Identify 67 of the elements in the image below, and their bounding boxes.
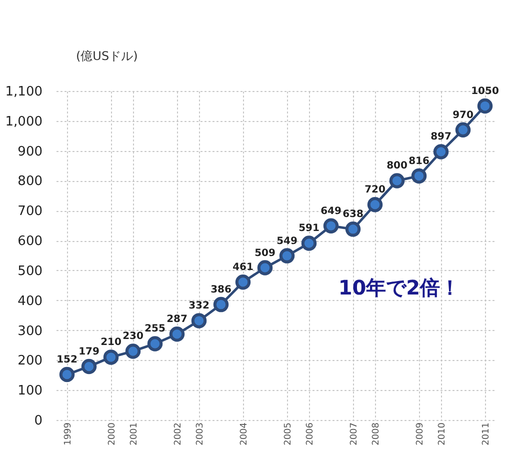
point [279,248,295,264]
x-tick-label: 2011 [482,422,492,446]
data-label: 509 [254,248,276,259]
x-tick-label: 2008 [372,422,382,446]
x-tick-label: 2009 [416,422,426,446]
annotation: 10年で2倍！ [338,275,460,300]
data-label: 897 [430,132,452,143]
point [147,336,163,352]
y-tick-label: 1,100 [5,84,42,100]
y-tick-label: 0 [34,414,42,428]
point [455,122,471,138]
point [345,222,361,237]
data-label: 649 [320,206,342,217]
data-label: 287 [166,314,188,326]
point [125,344,141,359]
point [257,260,273,276]
point [191,313,207,328]
data-label: 461 [232,262,254,274]
data-label: 816 [408,156,430,167]
point [367,197,383,212]
x-tick-label: 2004 [240,422,250,446]
data-label: 255 [144,324,166,335]
point [411,168,427,184]
point [477,98,493,114]
data-label: 720 [364,184,386,196]
point [323,218,339,234]
data-label: 210 [100,337,122,348]
y-axis-title: (億USドル) [76,49,138,63]
point [59,366,75,382]
data-label: 800 [386,160,408,172]
x-tick-label: 2003 [196,422,206,446]
point [103,350,119,365]
point [433,144,449,160]
point [213,296,229,312]
data-label: 386 [210,284,232,296]
x-tick-label: 2006 [306,422,316,446]
data-label: 1050 [471,86,499,97]
y-tick-label: 500 [18,264,42,279]
data-label: 152 [56,354,78,366]
point [169,326,185,342]
x-tick-label: 1999 [64,422,74,446]
data-label: 970 [452,110,474,121]
point [81,358,97,374]
point [389,173,405,188]
data-label: 230 [122,331,144,342]
data-label: 638 [342,209,364,220]
data-label: 591 [298,223,320,234]
point [301,236,317,251]
x-tick-label: 2001 [130,422,140,446]
y-tick-label: 700 [18,204,42,220]
x-tick-label: 2000 [108,422,118,446]
y-tick-label: 800 [18,174,42,190]
point [235,274,251,290]
x-tick-label: 2005 [284,422,294,446]
y-tick-label: 200 [18,354,42,369]
data-label: 332 [188,300,210,312]
x-tick-label: 2007 [350,422,360,446]
x-tick-label: 2010 [438,422,448,446]
y-tick-label: 400 [18,294,42,309]
x-tick-label: 2002 [174,422,184,446]
y-tick-label: 300 [18,324,42,339]
y-tick-label: 1,000 [5,114,42,130]
data-label: 179 [78,346,100,358]
y-tick-label: 600 [18,234,42,250]
y-tick-label: 900 [18,144,42,160]
data-label: 549 [276,236,298,247]
y-tick-label: 100 [18,384,42,399]
